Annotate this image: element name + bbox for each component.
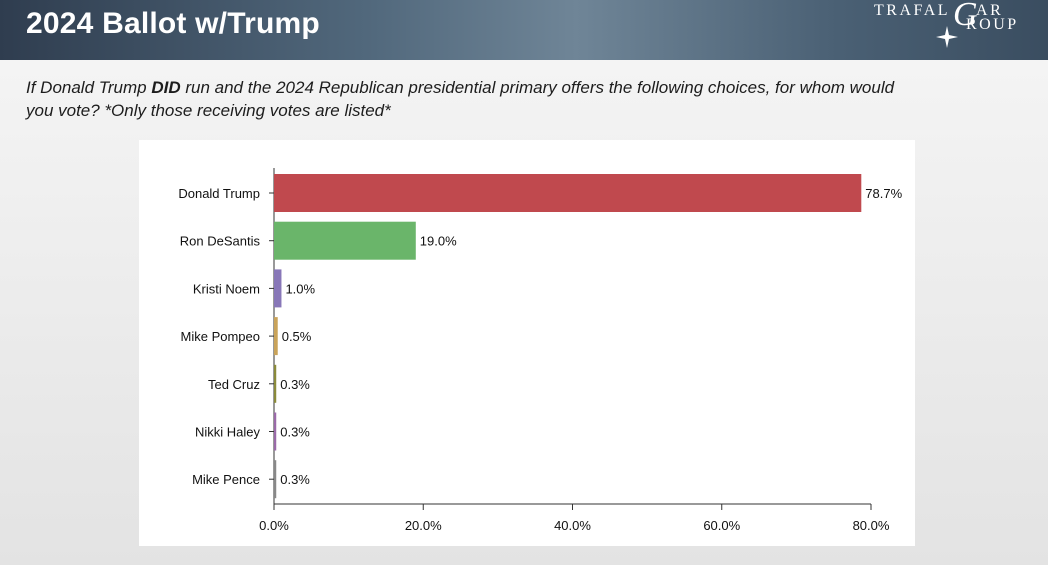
ballot-bar-chart: 0.0% 20.0% 40.0% 60.0% 80.0% Donald Trump 78.7… xyxy=(178,168,903,533)
bar xyxy=(274,364,277,403)
data-label: 78.7% xyxy=(865,186,902,201)
data-label: 1.0% xyxy=(285,281,315,296)
category-label: Kristi Noem xyxy=(193,281,260,296)
category-label: Nikki Haley xyxy=(195,425,261,440)
category-label: Donald Trump xyxy=(178,186,260,201)
trafalgar-group-logo: TRAFAL AR G ROUP xyxy=(870,0,1040,55)
chart-panel: 0.0% 20.0% 40.0% 60.0% 80.0% Donald Trump 78.7… xyxy=(139,140,915,546)
bar xyxy=(274,460,277,499)
slide-header: 2024 Ballot w/Trump TRAFAL AR G ROUP xyxy=(0,0,1048,60)
x-tick-label: 40.0% xyxy=(554,518,591,533)
logo-g-letter: G xyxy=(953,0,978,33)
data-label: 0.5% xyxy=(282,329,312,344)
survey-question: If Donald Trump DID run and the 2024 Rep… xyxy=(26,76,926,122)
logo-text-trafalgar: TRAFAL AR xyxy=(874,2,1004,19)
question-emphasis: DID xyxy=(151,78,181,97)
data-label: 0.3% xyxy=(280,472,310,487)
category-label: Mike Pence xyxy=(192,472,260,487)
x-tick-label: 60.0% xyxy=(703,518,740,533)
x-tick-label: 20.0% xyxy=(405,518,442,533)
data-label: 19.0% xyxy=(420,234,457,249)
bar xyxy=(274,412,277,451)
x-tick-label: 80.0% xyxy=(853,518,890,533)
category-label: Mike Pompeo xyxy=(181,329,260,344)
category-label: Ted Cruz xyxy=(208,377,260,392)
data-label: 0.3% xyxy=(280,377,310,392)
slide-title: 2024 Ballot w/Trump xyxy=(26,7,320,40)
compass-star-icon xyxy=(936,26,958,48)
bar xyxy=(274,269,282,308)
question-text-end: run and the 2024 Republican presidential… xyxy=(26,78,895,120)
category-label: Ron DeSantis xyxy=(180,234,261,249)
x-tick-label: 0.0% xyxy=(259,518,289,533)
bar xyxy=(274,317,278,356)
logo-text-group: ROUP xyxy=(966,16,1019,33)
bar xyxy=(274,221,416,260)
question-text-start: If Donald Trump xyxy=(26,78,152,97)
bar xyxy=(274,174,862,212)
data-label: 0.3% xyxy=(280,425,310,440)
